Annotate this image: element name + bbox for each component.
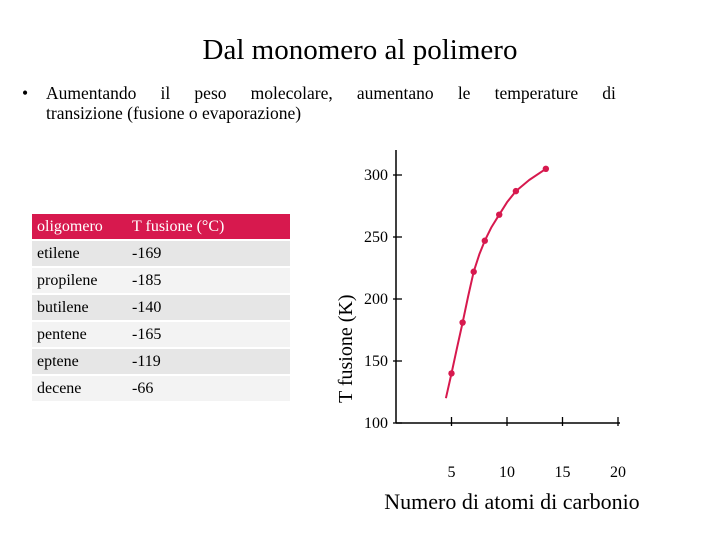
- x-axis-title: Numero di atomi di carbonio: [384, 489, 639, 514]
- data-point: [542, 165, 550, 172]
- oligomer-name-cell: eptene: [32, 349, 127, 374]
- y-tick-label: 300: [364, 167, 388, 184]
- chart-ticks: 100 150 200 250 300 5 10 15 20: [364, 167, 626, 481]
- table-row: propilene -185: [32, 268, 290, 293]
- data-point: [496, 211, 503, 218]
- chart-axes: [395, 150, 620, 424]
- bullet-line-1: Aumentando il peso molecolare, aumentano le te…: [46, 83, 616, 103]
- bullet-line-2: transizione (fusione o evaporazione): [46, 103, 302, 123]
- series-line: [444, 167, 547, 399]
- melting-temp-cell: -165: [127, 322, 290, 347]
- x-tick-label: 15: [555, 464, 571, 481]
- oligomer-name-cell: pentene: [32, 322, 127, 347]
- table-header-cell: oligomero: [32, 214, 127, 239]
- data-point: [448, 370, 455, 377]
- bullet-word: di: [602, 83, 616, 103]
- table-header-row: oligomero T fusione (°C): [32, 214, 290, 239]
- bullet-word: Aumentando: [46, 83, 137, 103]
- data-point: [481, 237, 488, 244]
- bullet-word: il: [160, 83, 171, 103]
- oligomer-name-cell: butilene: [32, 295, 127, 320]
- table-row: pentene -165: [32, 322, 290, 347]
- melting-temp-cell: -185: [127, 268, 290, 293]
- oligomer-name-cell: decene: [32, 376, 127, 401]
- melting-temp-cell: -140: [127, 295, 290, 320]
- x-tick-label: 10: [499, 464, 515, 481]
- melting-temp-cell: -169: [127, 241, 290, 266]
- x-tick-label: 5: [448, 464, 456, 481]
- data-point: [459, 319, 466, 326]
- oligomer-name-cell: etilene: [32, 241, 127, 266]
- data-point: [470, 268, 477, 275]
- y-tick-label: 150: [364, 353, 388, 370]
- melting-temp-cell: -119: [127, 349, 290, 374]
- chart-series: [444, 165, 550, 399]
- data-point: [512, 187, 520, 195]
- bullet-word: le: [457, 83, 471, 103]
- table-row: etilene -169: [32, 241, 290, 266]
- slide-title: Dal monomero al polimero: [202, 34, 518, 66]
- y-tick-label: 100: [364, 415, 388, 432]
- bullet-word: aumentano: [356, 83, 434, 103]
- x-tick-label: 20: [610, 464, 626, 481]
- melting-table: oligomero T fusione (°C) etilene -169 propil…: [32, 212, 290, 403]
- table-row: eptene -119: [32, 349, 290, 374]
- y-tick-label: 250: [364, 229, 388, 246]
- table-row: decene -66: [32, 376, 290, 401]
- y-axis-title: T fusione (K): [335, 295, 357, 404]
- bullet-word: peso: [194, 83, 227, 103]
- bullet-marker: •: [22, 83, 29, 103]
- melting-temp-cell: -66: [127, 376, 290, 401]
- table-header-cell: T fusione (°C): [127, 214, 290, 239]
- oligomer-name-cell: propilene: [32, 268, 127, 293]
- bullet-word: temperature: [494, 83, 579, 103]
- bullet-word: molecolare,: [250, 83, 333, 103]
- bullet-text: Aumentando il peso molecolare, aumentano le te…: [46, 83, 616, 123]
- y-tick-label: 200: [364, 291, 388, 308]
- table-row: butilene -140: [32, 295, 290, 320]
